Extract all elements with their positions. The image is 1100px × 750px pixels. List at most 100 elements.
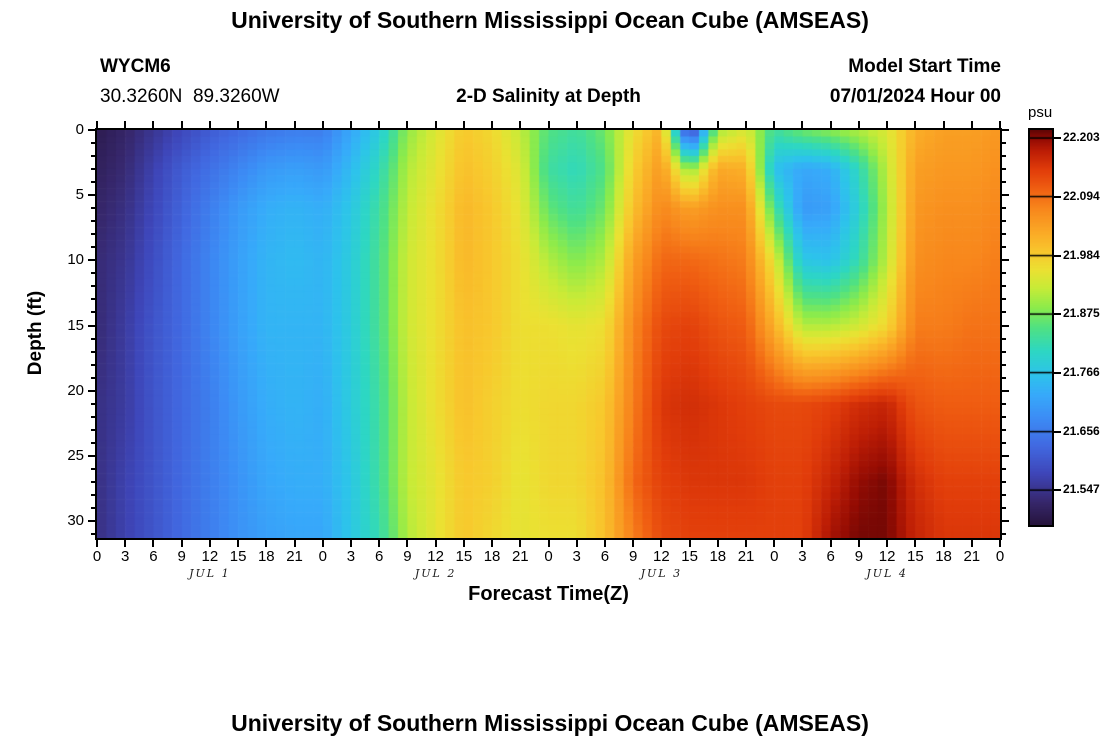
x-axis-tick-bottom xyxy=(857,540,860,547)
x-axis-tick-bottom xyxy=(829,540,832,547)
y-axis-tick-label: 30 xyxy=(67,512,84,530)
colorbar-gradient xyxy=(1030,130,1052,525)
x-axis-tick-label: 3 xyxy=(572,548,581,565)
x-axis-tick-top xyxy=(434,121,437,128)
y-axis-minor-tick-left xyxy=(91,441,95,444)
salinity-heatmap xyxy=(97,130,1000,538)
x-axis-tick-top xyxy=(688,121,691,128)
y-axis-minor-tick-right xyxy=(1002,298,1006,301)
x-axis-tick-label: 0 xyxy=(544,548,553,565)
x-axis-tick-label: 18 xyxy=(483,548,501,565)
y-axis-minor-tick-left xyxy=(91,142,95,145)
colorbar-tick-label: 21.875 xyxy=(1063,306,1100,321)
x-axis-tick-bottom xyxy=(999,540,1001,547)
x-axis-tick-top xyxy=(660,121,663,128)
x-axis-tick-bottom xyxy=(660,540,663,547)
x-axis-tick-label: 3 xyxy=(346,548,356,565)
x-axis-tick-bottom xyxy=(942,540,945,547)
y-axis-tick-right xyxy=(1002,324,1009,327)
x-axis-tick-bottom xyxy=(434,540,437,547)
x-axis-tick-top xyxy=(208,121,211,128)
y-axis-minor-tick-right xyxy=(1002,350,1006,353)
x-axis-tick-top xyxy=(519,121,522,128)
x-axis-tick-label: 9 xyxy=(628,548,638,565)
x-axis-tick-bottom xyxy=(547,540,550,547)
x-axis-tick-bottom xyxy=(406,540,409,547)
x-axis-tick-label: 12 xyxy=(653,548,670,565)
x-axis-tick-label: 15 xyxy=(455,548,473,565)
x-axis-tick-label: 3 xyxy=(798,548,807,565)
colorbar-units-label: psu xyxy=(1028,104,1053,121)
y-axis-tick-right xyxy=(1002,454,1009,457)
x-axis-tick-label: 18 xyxy=(257,548,275,565)
x-axis-tick-top xyxy=(603,121,606,128)
x-axis-tick-label: 15 xyxy=(229,548,247,565)
colorbar-tick-label: 22.203 xyxy=(1063,130,1100,145)
x-axis-tick-bottom xyxy=(237,540,240,547)
x-axis-day-label: JUL 1 xyxy=(189,567,231,580)
y-axis-minor-tick-left xyxy=(91,272,95,275)
x-axis-tick-label: 21 xyxy=(511,548,529,565)
x-axis-tick-bottom xyxy=(180,540,183,547)
x-axis-tick-top xyxy=(886,121,889,128)
x-axis-tick-top xyxy=(265,121,268,128)
x-axis-tick-label: 12 xyxy=(878,548,896,565)
x-axis-tick-bottom xyxy=(519,540,522,547)
x-axis-tick-label: 9 xyxy=(177,548,186,565)
x-axis-tick-top xyxy=(237,121,240,128)
y-axis-minor-tick-right xyxy=(1002,168,1006,171)
x-axis-tick-top xyxy=(801,121,804,128)
y-axis-minor-tick-left xyxy=(91,350,95,353)
y-axis-minor-tick-right xyxy=(1002,181,1006,184)
y-axis-minor-tick-right xyxy=(1002,467,1006,470)
x-axis-tick-top xyxy=(914,121,917,128)
x-axis-tick-bottom xyxy=(349,540,352,547)
y-axis-tick-label: 15 xyxy=(67,316,84,334)
y-axis-minor-tick-left xyxy=(91,311,95,314)
colorbar-tick xyxy=(1054,195,1061,198)
x-axis-title: Forecast Time(Z) xyxy=(468,583,629,605)
x-axis-tick-label: 6 xyxy=(600,548,610,565)
colorbar-tick-label: 21.656 xyxy=(1063,423,1100,438)
model-start-time-value: 07/01/2024 Hour 00 xyxy=(829,86,1001,107)
colorbar-tick xyxy=(1054,430,1061,433)
y-axis-tick-label: 20 xyxy=(67,381,84,399)
x-axis-tick-label: 9 xyxy=(854,548,864,565)
y-axis-tick-left xyxy=(88,129,95,131)
x-axis-tick-top xyxy=(745,121,748,128)
y-axis-minor-tick-left xyxy=(91,337,95,340)
y-axis-minor-tick-right xyxy=(1002,507,1006,510)
y-axis-minor-tick-left xyxy=(91,246,95,249)
x-axis-tick-bottom xyxy=(970,540,973,547)
y-axis-minor-tick-left xyxy=(91,533,95,536)
x-axis-tick-top xyxy=(547,121,550,128)
x-axis-tick-bottom xyxy=(773,540,776,547)
colorbar-tick xyxy=(1054,489,1061,492)
y-axis-minor-tick-right xyxy=(1002,220,1006,223)
page-title: University of Southern Mississippi Ocean… xyxy=(231,7,869,33)
x-axis-tick-label: 18 xyxy=(935,548,952,565)
x-axis-tick-top xyxy=(970,121,973,128)
y-axis-minor-tick-left xyxy=(91,402,95,405)
x-axis-tick-bottom xyxy=(491,540,494,547)
x-axis-tick-top xyxy=(293,121,296,128)
y-axis-minor-tick-left xyxy=(91,376,95,379)
next-panel-title: University of Southern Mississippi Ocean… xyxy=(231,710,869,736)
y-axis-tick-right xyxy=(1002,259,1009,262)
y-axis-minor-tick-right xyxy=(1002,493,1006,496)
y-axis-minor-tick-right xyxy=(1002,363,1006,366)
x-axis-day-label: JUL 2 xyxy=(414,567,457,580)
y-axis-tick-left xyxy=(88,324,95,327)
x-axis-tick-top xyxy=(491,121,494,128)
y-axis-minor-tick-right xyxy=(1002,207,1006,210)
y-axis-minor-tick-right xyxy=(1002,441,1006,444)
plot-subtitle: 2-D Salinity at Depth xyxy=(456,86,641,107)
y-axis-minor-tick-right xyxy=(1002,311,1006,314)
colorbar-tick xyxy=(1054,371,1061,374)
y-axis-minor-tick-left xyxy=(91,428,95,431)
x-axis-tick-bottom xyxy=(152,540,155,547)
x-axis-tick-top xyxy=(180,121,183,128)
x-axis-tick-label: 6 xyxy=(826,548,835,565)
y-axis-minor-tick-right xyxy=(1002,285,1006,288)
x-axis-tick-top xyxy=(462,121,465,128)
